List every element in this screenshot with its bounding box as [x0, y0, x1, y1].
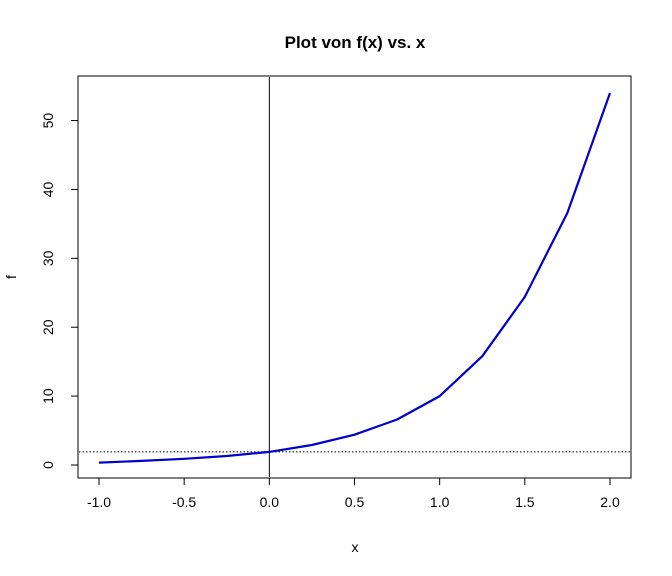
y-axis: 0 10 20 30 40 50 [40, 113, 79, 469]
x-tick-label: -1.0 [87, 494, 111, 510]
chart-title: Plot von f(x) vs. x [285, 33, 426, 52]
x-tick-label: -0.5 [172, 494, 196, 510]
series-layer [98, 92, 612, 464]
x-axis: -1.0 -0.5 0.0 0.5 1.0 1.5 2.0 [87, 477, 620, 510]
series-line [98, 92, 612, 464]
x-tick-label: 1.0 [430, 494, 450, 510]
x-tick-label: 0.5 [345, 494, 365, 510]
y-tick-label: 0 [40, 461, 56, 469]
y-tick-label: 10 [40, 388, 56, 404]
reference-lines [79, 77, 630, 477]
y-axis-label: f [3, 275, 19, 279]
y-tick-label: 20 [40, 319, 56, 335]
y-tick-label: 50 [40, 113, 56, 129]
plot-area-frame [77, 75, 632, 479]
x-tick-label: 2.0 [600, 494, 620, 510]
y-tick-label: 30 [40, 250, 56, 266]
x-axis-label: x [352, 539, 359, 555]
y-tick-label: 40 [40, 181, 56, 197]
x-tick-label: 1.5 [515, 494, 535, 510]
x-tick-label: 0.0 [260, 494, 280, 510]
